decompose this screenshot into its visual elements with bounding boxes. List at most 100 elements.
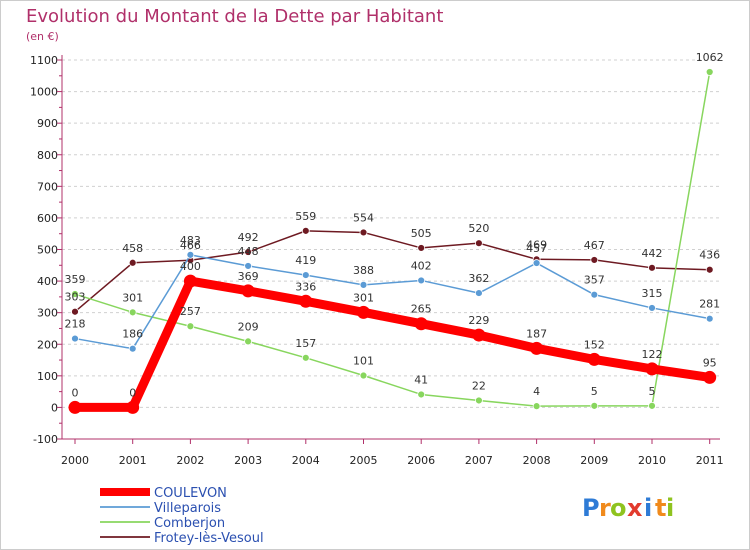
data-point bbox=[645, 362, 659, 376]
data-point bbox=[587, 352, 601, 366]
y-tick-label: 600 bbox=[37, 212, 58, 225]
y-tick-label: 400 bbox=[37, 275, 58, 288]
data-point bbox=[705, 68, 714, 76]
data-label: 458 bbox=[122, 242, 143, 255]
data-label: 122 bbox=[642, 348, 663, 361]
data-label: 1062 bbox=[696, 51, 724, 64]
x-tick-label: 2009 bbox=[580, 454, 608, 467]
data-point bbox=[648, 304, 656, 312]
data-point bbox=[705, 265, 714, 274]
data-label: 492 bbox=[238, 231, 259, 244]
legend-label: Comberjon bbox=[154, 516, 225, 531]
data-point bbox=[417, 390, 426, 399]
y-tick-label: 1100 bbox=[30, 54, 58, 67]
data-point bbox=[301, 271, 310, 279]
data-label: 419 bbox=[295, 254, 316, 267]
data-point bbox=[71, 334, 79, 343]
data-point bbox=[703, 370, 717, 384]
y-tick-label: 900 bbox=[37, 117, 58, 130]
data-point bbox=[241, 284, 255, 298]
grid-lines bbox=[62, 59, 720, 440]
data-label: 41 bbox=[414, 373, 428, 386]
data-label: 218 bbox=[65, 318, 86, 331]
data-label: 457 bbox=[526, 242, 547, 255]
data-point bbox=[648, 401, 656, 410]
data-label: 402 bbox=[411, 259, 432, 272]
data-point bbox=[648, 263, 656, 272]
data-point bbox=[474, 239, 483, 248]
data-point bbox=[590, 401, 599, 410]
x-tick-label: 2008 bbox=[523, 454, 551, 467]
data-point bbox=[359, 371, 368, 380]
data-label: 5 bbox=[649, 385, 656, 398]
data-label: 301 bbox=[353, 291, 374, 304]
data-label: 22 bbox=[472, 379, 486, 392]
data-point bbox=[301, 226, 310, 235]
y-axis-ticks: -100 0 100 200 300 400 500 600 700 800 900 1000 1100 bbox=[30, 54, 62, 446]
data-point bbox=[530, 341, 544, 355]
data-label: 101 bbox=[353, 355, 374, 368]
data-label: 362 bbox=[468, 272, 489, 285]
data-point bbox=[359, 280, 368, 289]
legend-label: Frotey-lès-Vesoul bbox=[154, 531, 264, 546]
x-axis-ticks: 2000 2001 2002 2003 2004 2005 2006 2007 2008 2009… bbox=[61, 439, 724, 467]
logo-letter: o bbox=[610, 494, 627, 522]
data-label: 301 bbox=[122, 291, 143, 304]
data-label: 4 bbox=[533, 385, 540, 398]
logo-letter: r bbox=[599, 494, 611, 522]
x-tick-label: 2004 bbox=[292, 454, 320, 467]
data-point bbox=[301, 353, 310, 362]
y-tick-label: 700 bbox=[37, 180, 58, 193]
series-line-0 bbox=[74, 230, 710, 313]
data-point bbox=[414, 317, 428, 331]
y-tick-label: 300 bbox=[37, 307, 58, 320]
data-point bbox=[183, 274, 197, 288]
data-label: 442 bbox=[642, 247, 663, 260]
logo-letter: x bbox=[627, 494, 643, 522]
y-tick-label: 100 bbox=[37, 370, 58, 383]
x-tick-label: 2007 bbox=[465, 454, 493, 467]
data-label: 157 bbox=[295, 337, 316, 350]
data-point bbox=[244, 337, 253, 346]
data-label: 265 bbox=[411, 303, 432, 316]
logo-letter: i bbox=[666, 494, 674, 522]
data-point bbox=[126, 400, 140, 414]
series-line-3 bbox=[75, 276, 711, 412]
x-tick-label: 2001 bbox=[119, 454, 147, 467]
data-point bbox=[244, 262, 253, 270]
data-point bbox=[590, 290, 599, 299]
y-tick-label: 800 bbox=[37, 149, 58, 162]
data-label: 505 bbox=[411, 227, 432, 240]
data-point bbox=[71, 307, 79, 316]
data-label: 229 bbox=[468, 314, 489, 327]
series-line-1 bbox=[74, 71, 711, 407]
data-label: 95 bbox=[703, 356, 717, 369]
data-point bbox=[128, 344, 137, 353]
y-tick-label: -100 bbox=[33, 433, 58, 446]
data-point bbox=[532, 259, 541, 267]
data-label: 554 bbox=[353, 211, 374, 224]
legend-label: COULEVON bbox=[154, 486, 227, 501]
data-point bbox=[186, 322, 195, 331]
y-tick-label: 200 bbox=[37, 338, 58, 351]
data-label: 209 bbox=[238, 320, 259, 333]
data-point bbox=[128, 308, 137, 317]
data-label: 281 bbox=[699, 298, 720, 311]
data-point bbox=[186, 250, 195, 259]
data-point bbox=[705, 314, 714, 323]
data-label: 5 bbox=[591, 385, 598, 398]
data-point bbox=[299, 294, 313, 308]
data-label: 520 bbox=[468, 222, 489, 235]
data-label: 388 bbox=[353, 264, 374, 277]
data-label: 466 bbox=[180, 239, 201, 252]
logo-letter: t bbox=[655, 494, 666, 522]
y-tick-label: 1000 bbox=[30, 86, 58, 99]
logo-letter: P bbox=[582, 494, 600, 522]
y-tick-label: 0 bbox=[51, 401, 58, 414]
data-point bbox=[417, 276, 426, 285]
